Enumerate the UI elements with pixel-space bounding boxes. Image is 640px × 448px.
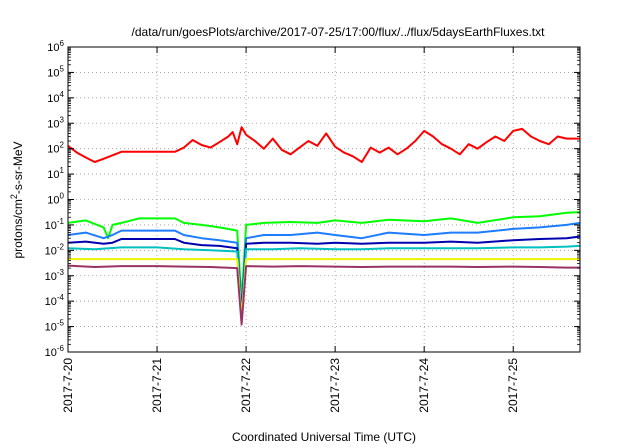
x-tick-label: 2017-7-22 [239, 358, 253, 413]
y-tick-exponent: 0 [60, 192, 65, 201]
y-tick-base: 10 [45, 220, 57, 232]
grid [68, 47, 580, 352]
y-axis-label-pre: protons/cm [11, 199, 25, 258]
y-tick-label: 10-1 [45, 217, 65, 232]
series-group [67, 126, 581, 326]
y-tick-base: 10 [47, 42, 59, 54]
y-tick-label: 10-5 [45, 319, 65, 334]
y-tick-exponent: -1 [57, 217, 65, 226]
y-tick-exponent: -3 [57, 268, 65, 277]
y-tick-label: 106 [47, 39, 64, 54]
series-line [67, 235, 581, 316]
y-tick-label: 10-6 [45, 344, 65, 359]
y-tick-base: 10 [45, 347, 57, 359]
y-axis-label-sup: 2 [9, 194, 19, 199]
y-tick-base: 10 [47, 144, 59, 156]
y-tick-label: 101 [47, 166, 64, 181]
y-tick-exponent: -2 [57, 242, 65, 251]
y-tick-exponent: -5 [57, 319, 65, 328]
y-tick-exponent: 3 [60, 115, 65, 124]
y-tick-base: 10 [45, 271, 57, 283]
x-axis-label: Coordinated Universal Time (UTC) [232, 430, 416, 444]
series-line [67, 211, 581, 303]
series-line [68, 258, 580, 320]
y-tick-base: 10 [47, 169, 59, 181]
x-tick-label: 2017-7-23 [328, 358, 342, 413]
y-tick-exponent: 4 [60, 90, 65, 99]
series-line [67, 126, 580, 163]
y-axis-label-post: -s-sr-MeV [11, 141, 25, 194]
y-tick-exponent: 2 [60, 141, 65, 150]
y-tick-label: 104 [47, 90, 64, 105]
y-tick-base: 10 [45, 245, 57, 257]
y-tick-base: 10 [45, 322, 57, 334]
series-line [67, 264, 580, 326]
y-tick-base: 10 [47, 195, 59, 207]
y-axis-label: protons/cm2-s-sr-MeV [9, 141, 25, 258]
y-tick-label: 10-4 [45, 293, 65, 308]
y-tick-exponent: 1 [60, 166, 65, 175]
series-line [67, 221, 581, 310]
y-tick-label: 10-3 [45, 268, 65, 283]
y-tick-base: 10 [47, 67, 59, 79]
x-tick-label: 2017-7-25 [506, 358, 520, 413]
y-tick-base: 10 [47, 93, 59, 105]
x-tick-label: 2017-7-21 [150, 358, 164, 413]
x-tick-label: 2017-7-20 [61, 358, 75, 413]
chart-title: /data/run/goesPlots/archive/2017-07-25/1… [132, 25, 546, 39]
y-tick-base: 10 [47, 118, 59, 130]
y-tick-exponent: 6 [60, 39, 65, 48]
y-tick-exponent: 5 [60, 64, 65, 73]
y-tick-exponent: -4 [57, 293, 65, 302]
y-tick-label: 102 [47, 141, 64, 156]
x-tick-label: 2017-7-24 [417, 358, 431, 413]
y-tick-label: 105 [47, 64, 64, 79]
y-tick-label: 100 [47, 192, 64, 207]
x-axis: 2017-7-20 2017-7-21 2017-7-22 2017-7-23 2017… [61, 47, 520, 413]
y-tick-base: 10 [45, 296, 57, 308]
y-axis: 10-610-510-410-310-210-11001011021031041… [45, 39, 580, 359]
y-tick-label: 10-2 [45, 242, 65, 257]
series-line [67, 244, 581, 320]
y-tick-label: 103 [47, 115, 64, 130]
y-tick-exponent: -6 [57, 344, 65, 353]
